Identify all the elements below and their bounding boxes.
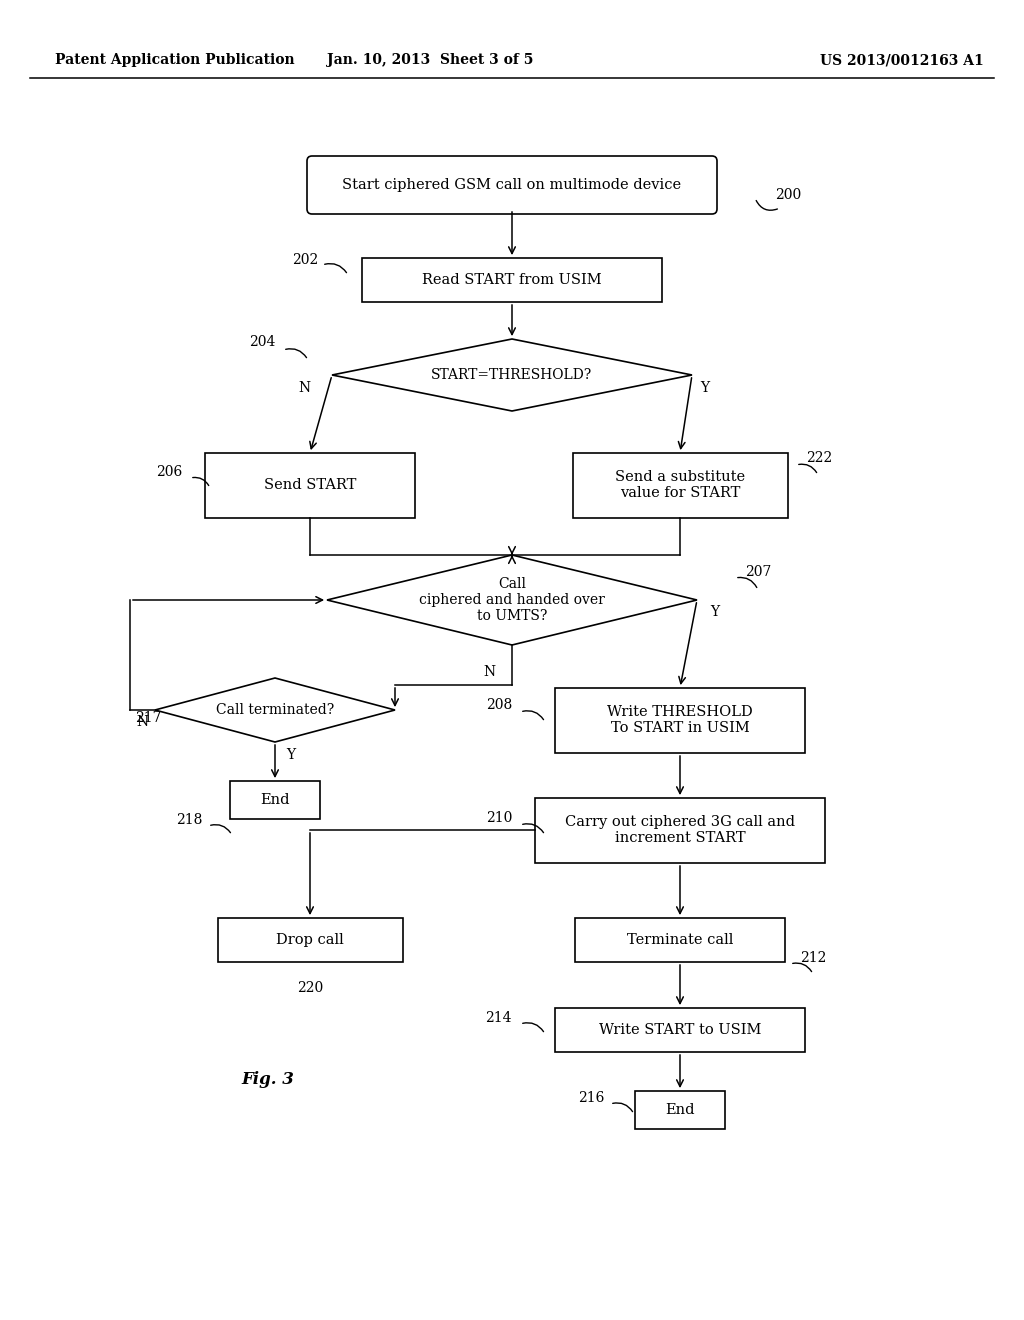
Text: START=THRESHOLD?: START=THRESHOLD? <box>431 368 593 381</box>
Bar <box>555 688 805 752</box>
Polygon shape <box>155 678 395 742</box>
Text: 210: 210 <box>485 810 512 825</box>
Text: N: N <box>136 715 148 729</box>
Text: N: N <box>298 381 310 395</box>
Bar <box>205 453 415 517</box>
Text: US 2013/0012163 A1: US 2013/0012163 A1 <box>820 53 984 67</box>
Text: Terminate call: Terminate call <box>627 933 733 946</box>
Text: 208: 208 <box>485 698 512 711</box>
Text: Fig. 3: Fig. 3 <box>242 1072 295 1089</box>
Text: Send START: Send START <box>264 478 356 492</box>
Text: 216: 216 <box>578 1092 604 1105</box>
Text: 202: 202 <box>292 253 318 267</box>
Text: Y: Y <box>710 605 719 619</box>
Bar <box>362 257 662 302</box>
Bar <box>217 917 402 962</box>
Bar <box>575 917 785 962</box>
Text: Write START to USIM: Write START to USIM <box>599 1023 761 1038</box>
Text: 218: 218 <box>176 813 202 828</box>
Text: Y: Y <box>700 381 710 395</box>
Text: 212: 212 <box>800 950 826 965</box>
Bar <box>555 1008 805 1052</box>
Text: Write THRESHOLD
To START in USIM: Write THRESHOLD To START in USIM <box>607 705 753 735</box>
Polygon shape <box>332 339 692 411</box>
Text: End: End <box>666 1104 694 1117</box>
Text: 217: 217 <box>135 711 162 725</box>
Bar <box>230 781 319 818</box>
Bar <box>635 1092 725 1129</box>
Polygon shape <box>327 554 697 645</box>
Text: Start ciphered GSM call on multimode device: Start ciphered GSM call on multimode dev… <box>342 178 682 191</box>
Text: 214: 214 <box>485 1011 512 1026</box>
Text: Call terminated?: Call terminated? <box>216 704 334 717</box>
Text: Call
ciphered and handed over
to UMTS?: Call ciphered and handed over to UMTS? <box>419 577 605 623</box>
Text: Jan. 10, 2013  Sheet 3 of 5: Jan. 10, 2013 Sheet 3 of 5 <box>327 53 534 67</box>
Text: Read START from USIM: Read START from USIM <box>422 273 602 286</box>
Text: Patent Application Publication: Patent Application Publication <box>55 53 295 67</box>
Text: Drop call: Drop call <box>276 933 344 946</box>
Bar <box>535 797 825 862</box>
Text: N: N <box>483 665 495 678</box>
Text: 204: 204 <box>249 335 275 348</box>
Bar <box>572 453 787 517</box>
Text: 207: 207 <box>745 565 771 579</box>
Text: 206: 206 <box>156 465 182 479</box>
Text: Y: Y <box>286 748 295 762</box>
FancyBboxPatch shape <box>307 156 717 214</box>
Text: End: End <box>260 793 290 807</box>
Text: 220: 220 <box>297 981 324 995</box>
Text: 222: 222 <box>806 451 833 465</box>
Text: Carry out ciphered 3G call and
increment START: Carry out ciphered 3G call and increment… <box>565 814 795 845</box>
Text: 200: 200 <box>775 187 801 202</box>
Text: Send a substitute
value for START: Send a substitute value for START <box>615 470 745 500</box>
